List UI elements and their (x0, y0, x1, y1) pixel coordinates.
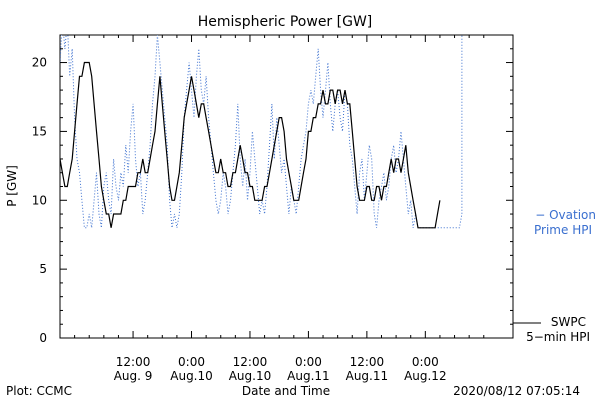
x-axis-label: Date and Time (242, 384, 330, 398)
legend-swpc-line1: SWPC (551, 315, 586, 329)
x-tick-label-date: Aug.10 (229, 369, 272, 383)
footer-plot-credit: Plot: CCMC (6, 384, 72, 398)
legend-swpc-line2: 5−min HPI (526, 330, 590, 344)
legend-ovation: − Ovation Prime HPI (534, 208, 596, 237)
y-tick-label: 15 (32, 124, 47, 138)
x-tick-label-date: Aug.11 (287, 369, 330, 383)
y-axis-label: P [GW] (5, 165, 19, 207)
y-tick-label: 0 (39, 331, 47, 345)
series-line-swpc (60, 61, 441, 229)
series-layer (60, 35, 463, 229)
footer-timestamp: 2020/08/12 07:05:14 (453, 384, 580, 398)
x-tick-label-date: Aug.12 (404, 369, 447, 383)
series-line-ovation (60, 35, 463, 229)
y-tick-label: 5 (39, 262, 47, 276)
x-tick-label-time: 0:00 (178, 355, 205, 369)
x-tick-label-date: Aug. 9 (114, 369, 153, 383)
x-tick-label-time: 12:00 (116, 355, 151, 369)
x-tick-label-time: 12:00 (350, 355, 385, 369)
y-tick-label: 20 (32, 56, 47, 70)
x-tick-label-time: 0:00 (295, 355, 322, 369)
x-tick-label-date: Aug.11 (346, 369, 389, 383)
x-tick-label-time: 0:00 (412, 355, 439, 369)
x-tick-label-time: 12:00 (233, 355, 268, 369)
y-axis: 0 5 10 15 20 (32, 48, 513, 345)
x-tick-label-date: Aug.10 (170, 369, 213, 383)
legend-ovation-line1: − Ovation (535, 208, 596, 222)
chart-title: Hemispheric Power [GW] (198, 14, 373, 30)
legend-ovation-line2: Prime HPI (534, 223, 592, 237)
y-tick-label: 10 (32, 193, 47, 207)
legend-swpc: SWPC 5−min HPI (513, 315, 590, 344)
